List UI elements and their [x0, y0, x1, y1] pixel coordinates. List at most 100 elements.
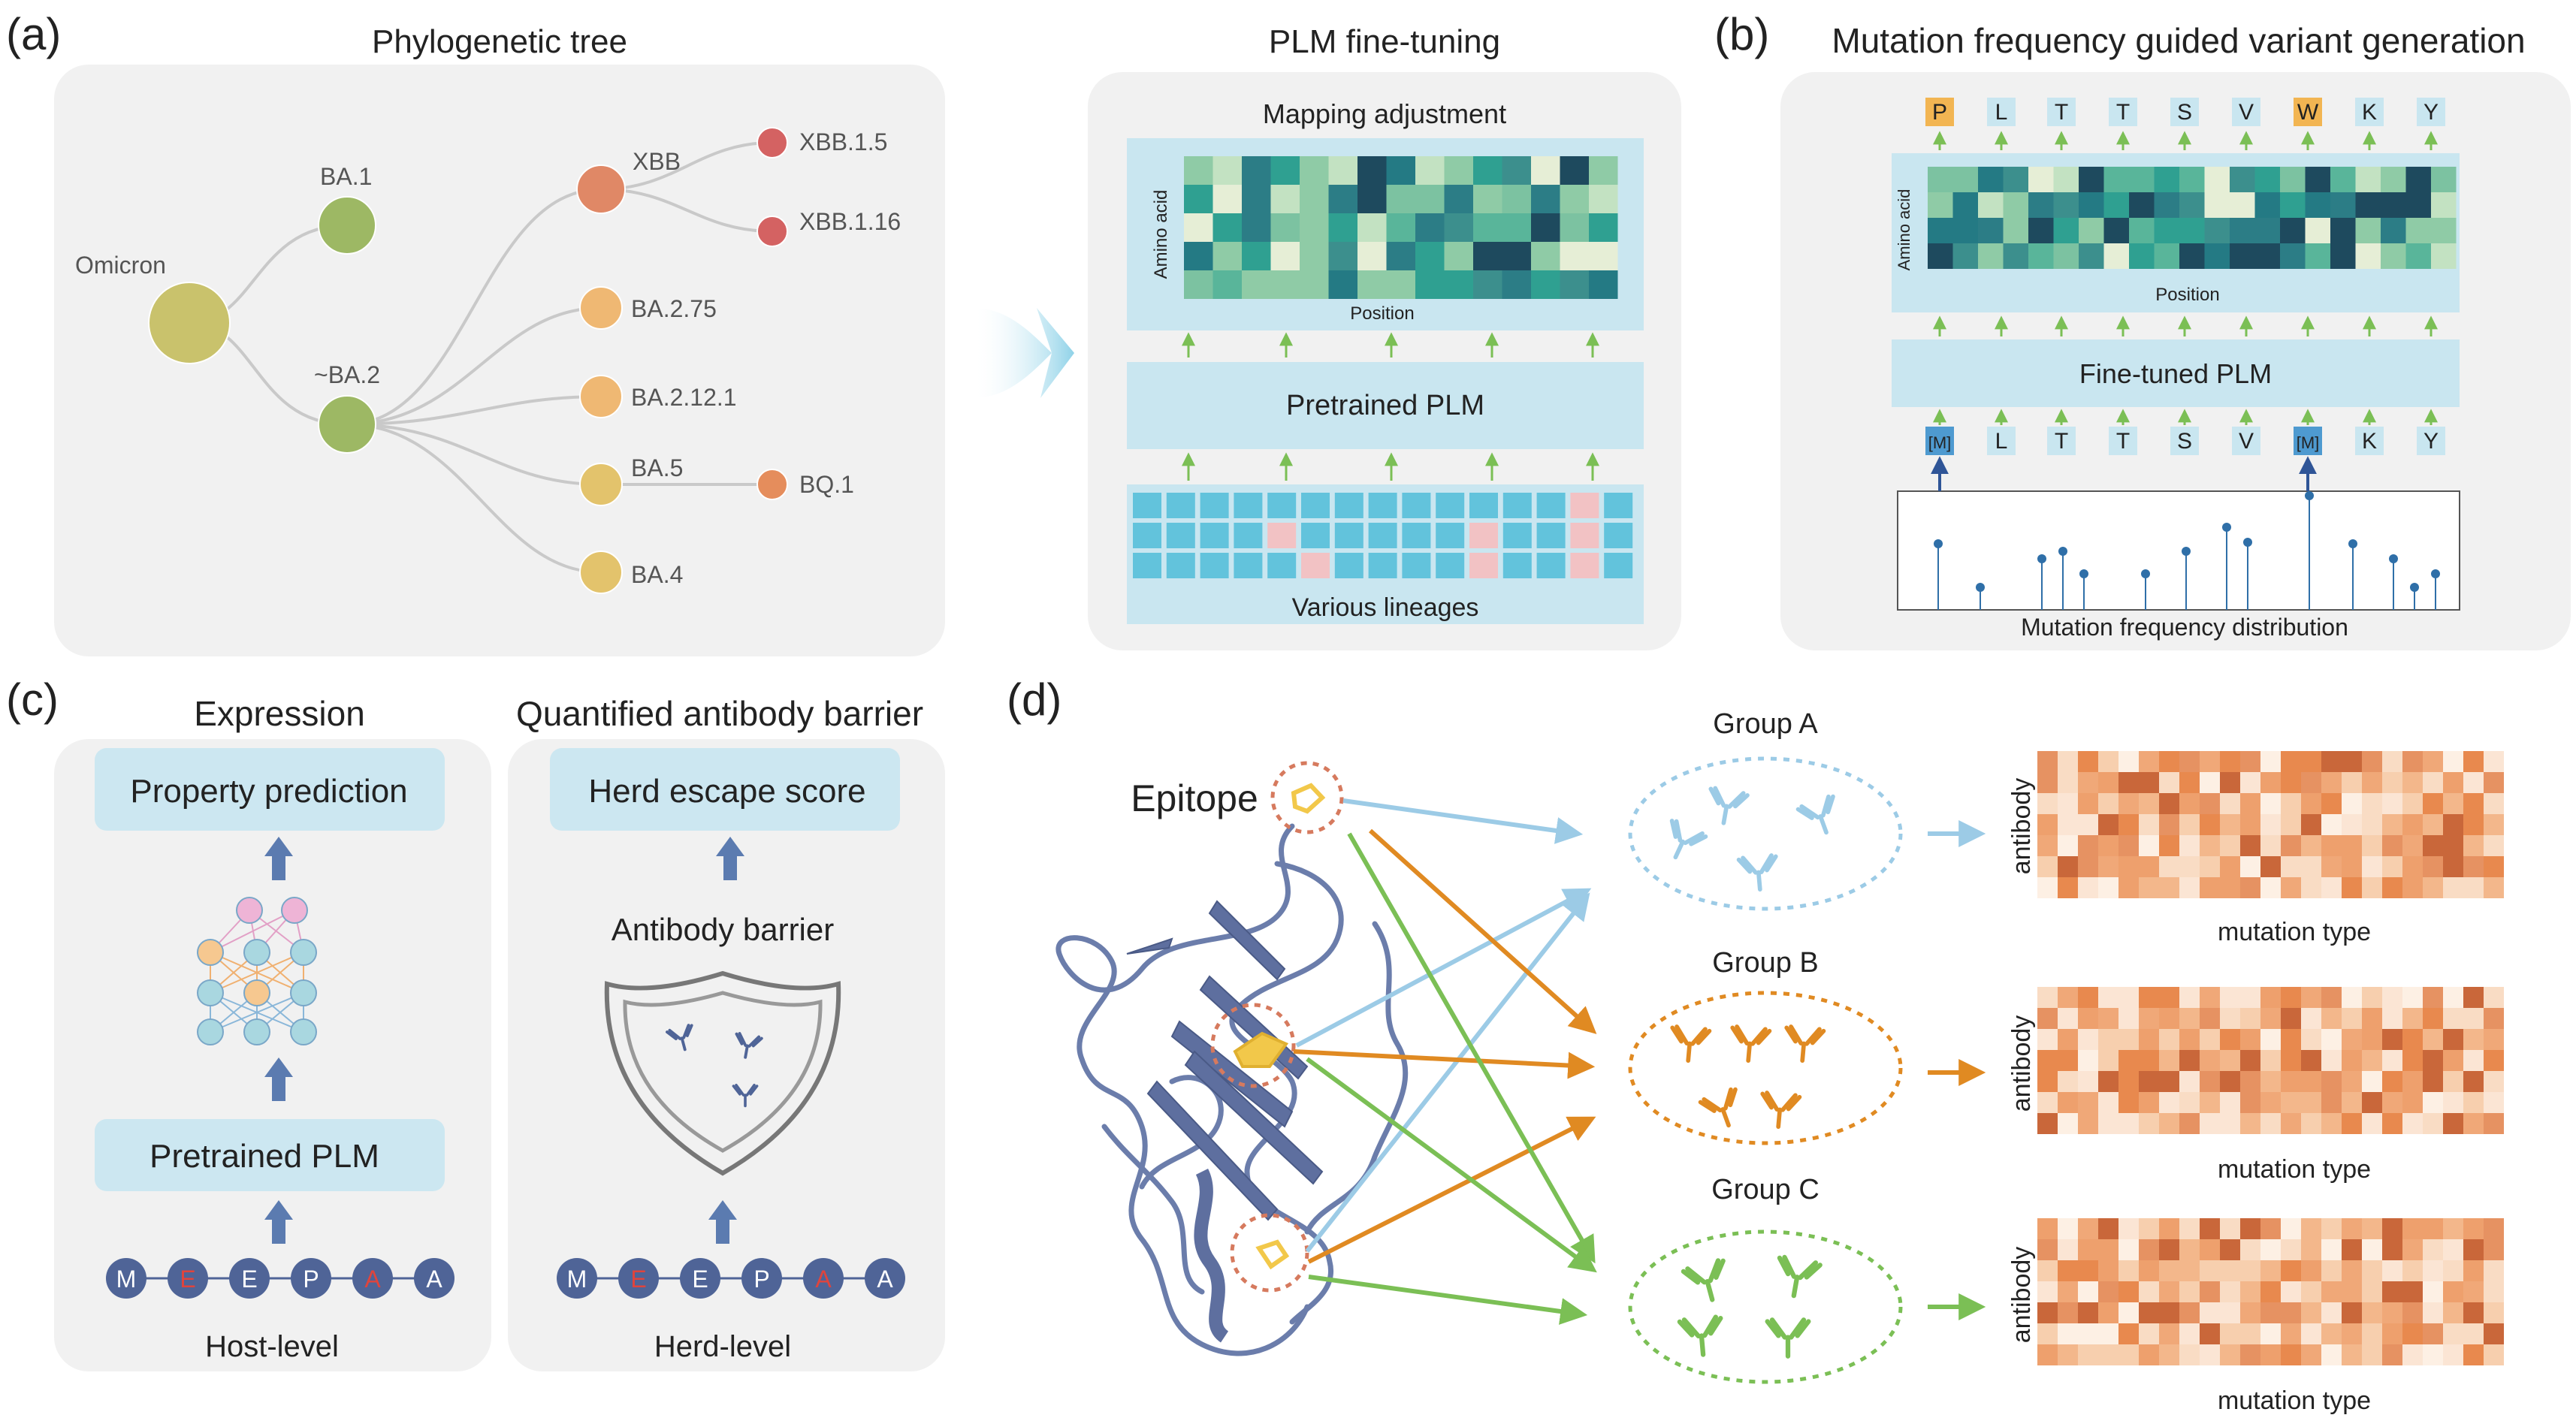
escape-cell [2179, 793, 2200, 814]
heatmap-cell [2003, 243, 2028, 269]
heatmap-cell [1357, 242, 1387, 270]
escape-cell [2443, 1092, 2463, 1113]
escape-cell [2362, 751, 2382, 772]
position-label: Position [1350, 303, 1414, 324]
token-text: K [2362, 100, 2377, 125]
escape-cell [2220, 1092, 2240, 1113]
lineage-cell [1570, 523, 1599, 548]
escape-cell [2220, 814, 2240, 835]
escape-cell [2098, 1029, 2118, 1050]
escape-cell [2240, 751, 2260, 772]
escape-cell [2301, 1218, 2321, 1239]
heatmap-cell [1328, 185, 1357, 213]
token-box [2355, 427, 2384, 455]
heatmap-cell [1328, 213, 1357, 242]
group-c-ellipse [1628, 1229, 1903, 1384]
antibody-icon [1736, 853, 1778, 892]
escape-cell [2402, 1323, 2423, 1344]
escape-cell [2159, 835, 2179, 856]
lineage-cell [1436, 553, 1465, 578]
residue-letter: A [815, 1266, 832, 1293]
escape-cell [2260, 1113, 2281, 1134]
heatmap-cell [1502, 185, 1531, 213]
escape-cell [2342, 1050, 2362, 1071]
escape-cell [2423, 856, 2443, 877]
antibody-icon [735, 1032, 763, 1059]
escape-cell [2098, 814, 2118, 835]
escape-cell [2342, 1260, 2362, 1281]
heatmap-cell [2230, 218, 2255, 243]
various-lineages-label: Various lineages [1292, 593, 1479, 622]
antibody-icon [1669, 819, 1708, 860]
heatmap-cell [1502, 213, 1531, 242]
escape-cell [2037, 1050, 2058, 1071]
heatmap-cell [1270, 213, 1300, 242]
escape-cell [2220, 835, 2240, 856]
escape-cell [2362, 835, 2382, 856]
escape-cell [2281, 1092, 2301, 1113]
escape-cell [2240, 1113, 2260, 1134]
heatmap-cell [1213, 213, 1242, 242]
stem-dot [2410, 583, 2419, 592]
escape-cell [2037, 814, 2058, 835]
escape-cell [2118, 856, 2139, 877]
stem-dot [1934, 539, 1943, 548]
heatmap-cell [2179, 167, 2205, 192]
escape-cell [2098, 987, 2118, 1008]
escape-cell [2220, 1008, 2240, 1029]
lineage-cell [1200, 553, 1229, 578]
lineage-cell [1234, 553, 1263, 578]
tree-node [579, 286, 623, 330]
escape-cell [2058, 772, 2078, 793]
antibody-label-a: antibody [2007, 778, 2036, 875]
antibody-icon [1777, 1254, 1823, 1299]
up-arrows-bottom [1182, 452, 1599, 481]
escape-cell [2443, 856, 2463, 877]
escape-cell [2402, 772, 2423, 793]
escape-cell [2118, 1260, 2139, 1281]
escape-cell [2484, 1008, 2504, 1029]
escape-cell [2139, 1029, 2159, 1050]
escape-cell [2382, 835, 2402, 856]
heatmap-cell [2053, 167, 2079, 192]
escape-cell [2362, 1008, 2382, 1029]
escape-cell [2078, 1302, 2098, 1323]
escape-cell [2058, 1071, 2078, 1092]
escape-cell [2179, 1260, 2200, 1281]
escape-cell [2220, 1239, 2240, 1260]
escape-cell [2058, 1281, 2078, 1302]
escape-cell [2463, 987, 2484, 1008]
heatmap-cell [1560, 270, 1589, 299]
token-box [2417, 98, 2445, 126]
token-text: L [1995, 429, 2008, 454]
lineage-cell [1536, 523, 1566, 548]
escape-cell [2260, 835, 2281, 856]
antibody-label-c: antibody [2007, 1247, 2036, 1344]
escape-cell [2078, 1239, 2098, 1260]
escape-cell [2260, 772, 2281, 793]
residue-circle [680, 1258, 720, 1299]
panel-c: (c) Expression Property prediction Pretr… [6, 674, 945, 1371]
escape-cell [2423, 1113, 2443, 1134]
heatmap-cell [2003, 167, 2028, 192]
tree-node-label: XBB.1.5 [799, 128, 887, 155]
escape-cell [2179, 1323, 2200, 1344]
nn-node [290, 1018, 317, 1045]
heatmap-cell [1213, 242, 1242, 270]
heatmap-cell [1357, 270, 1387, 299]
heatmap-cell [1560, 242, 1589, 270]
escape-cell [2098, 1071, 2118, 1092]
escape-cell [2443, 751, 2463, 772]
heatmap-cell [2103, 167, 2129, 192]
protein-structure [1055, 823, 1409, 1356]
mutation-frequency-stems [1931, 456, 2440, 610]
escape-cell [2118, 1302, 2139, 1323]
heatmap-cell [1242, 213, 1271, 242]
escape-cell [2240, 1218, 2260, 1239]
escape-cell [2139, 1239, 2159, 1260]
escape-cell [2281, 1239, 2301, 1260]
escape-cell [2402, 1281, 2423, 1302]
heatmap-cell [2053, 243, 2079, 269]
escape-cell [2159, 1239, 2179, 1260]
escape-cell [2484, 1092, 2504, 1113]
